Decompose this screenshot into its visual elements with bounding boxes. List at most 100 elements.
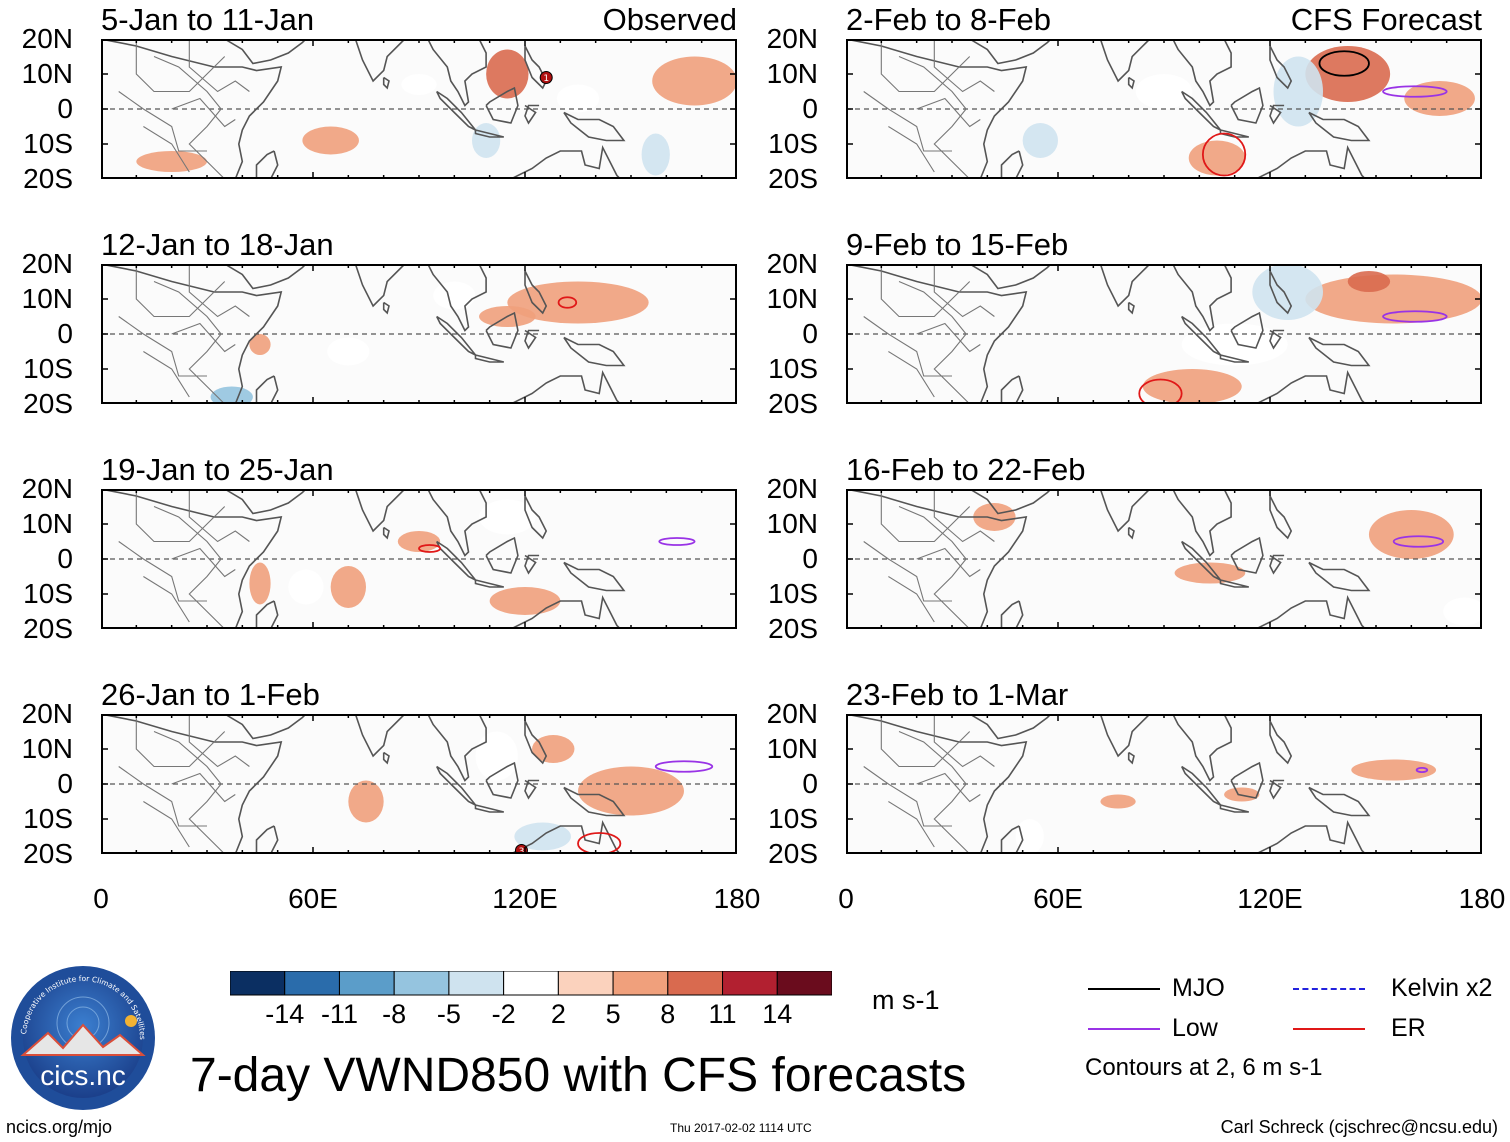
northerly-anomaly-shade [1443, 597, 1482, 626]
panel-title: 16-Feb to 22-Feb [846, 452, 1086, 487]
coastline [524, 720, 548, 765]
lat-tick-label: 10S [768, 803, 818, 834]
colorbar-tick-label: -11 [320, 999, 358, 1029]
storm-label: 3 [519, 847, 525, 854]
lat-tick-label: 20N [766, 473, 818, 504]
northerly-anomaly-shade [479, 499, 536, 535]
map-svg: 1 [101, 39, 737, 179]
colorbar-tick-label: 5 [605, 999, 621, 1029]
colorbar-swatch [448, 970, 505, 996]
coastline [846, 489, 1028, 629]
southerly-anomaly-shade [249, 562, 271, 605]
country-border [933, 714, 995, 768]
column-tag-observed: Observed [602, 2, 737, 37]
country-border [898, 55, 971, 179]
coastline [1000, 150, 1024, 179]
lat-tick-label: 0 [802, 543, 818, 574]
northerly-anomaly-shade [1022, 123, 1058, 158]
lat-tick-label: 10N [766, 283, 818, 314]
coastline [524, 779, 540, 800]
country-border [135, 39, 226, 93]
er-contour [1138, 378, 1183, 404]
colorbar-swatch [776, 970, 833, 996]
units-label: m s-1 [872, 985, 940, 1015]
coastline [1269, 270, 1293, 315]
northerly-anomaly-shade [327, 337, 370, 366]
coastline [101, 714, 283, 854]
coastline [1269, 45, 1293, 90]
coastline [474, 804, 504, 813]
coastline [255, 825, 279, 854]
lon-tick-label: 0 [93, 883, 109, 914]
coastline [1269, 329, 1285, 350]
coastline [524, 495, 548, 540]
coastline [485, 536, 519, 574]
country-border [898, 730, 971, 854]
map-svg [846, 489, 1482, 629]
logo-icon: Cooperative Institute for Climate and Sa… [11, 966, 155, 1110]
lat-tick-label: 20S [768, 838, 818, 869]
coastline [509, 819, 622, 854]
storm-marker: 1 [539, 71, 553, 84]
lat-tick-label: 10S [768, 353, 818, 384]
southerly-anomaly-shade [652, 56, 737, 106]
colorbar-swatch [284, 970, 340, 996]
country-border [188, 489, 250, 543]
southerly-anomaly-shade [973, 503, 1016, 531]
country-border [916, 322, 981, 353]
coastline [255, 600, 279, 629]
southerly-anomaly-shade [486, 49, 529, 99]
lon-tick-label: 120E [1237, 883, 1303, 914]
map-panel [846, 39, 1482, 179]
country-border [888, 801, 935, 848]
lat-tick-label: 20N [766, 23, 818, 54]
country-border [898, 280, 971, 404]
coastline [435, 540, 477, 581]
map-panel [846, 264, 1482, 404]
country-border [153, 55, 226, 179]
colorbar-swatch [229, 970, 286, 996]
map-svg [846, 39, 1482, 179]
coastline [563, 111, 626, 142]
country-border [135, 489, 226, 543]
legend-line-mjo [1088, 988, 1160, 990]
colorbar-tick-label: -5 [436, 999, 461, 1029]
low-contour [1382, 310, 1448, 323]
colorbar-tick-label: -2 [491, 999, 516, 1029]
lon-tick-label: 60E [288, 883, 338, 914]
colorbar-swatch [557, 970, 614, 996]
lat-tick-label: 10S [23, 578, 73, 609]
er-contour [1201, 132, 1247, 177]
coastline [1269, 720, 1293, 765]
country-border [135, 264, 226, 318]
coastline [426, 489, 487, 557]
coastline [969, 39, 1053, 65]
southerly-anomaly-shade [330, 566, 366, 608]
lat-tick-label: 10N [21, 58, 73, 89]
lon-tick-label: 60E [1033, 883, 1083, 914]
northerly-anomaly-shade [1015, 819, 1044, 854]
country-border [118, 541, 207, 602]
coastline [224, 489, 308, 515]
coastline [1308, 786, 1371, 817]
lat-tick-label: 20S [23, 613, 73, 644]
coastline [101, 264, 283, 404]
coastline [524, 329, 540, 350]
colorbar-tick-label: 11 [708, 999, 737, 1029]
coastline [563, 336, 626, 367]
northerly-anomaly-shade [288, 569, 324, 605]
coastline [101, 39, 283, 179]
coastline [1254, 819, 1367, 854]
lat-tick-label: 10N [766, 733, 818, 764]
coastline [426, 714, 487, 782]
coastline [1230, 536, 1264, 574]
low-contour [658, 537, 696, 546]
colorbar [229, 970, 833, 1002]
coastline [354, 264, 406, 308]
colorbar-tick-label: -8 [382, 999, 407, 1029]
coastline [1269, 104, 1285, 125]
southerly-anomaly-shade [1368, 510, 1454, 559]
country-border [898, 505, 971, 629]
country-border [118, 91, 207, 152]
lon-tick-label: 180 [713, 883, 761, 914]
